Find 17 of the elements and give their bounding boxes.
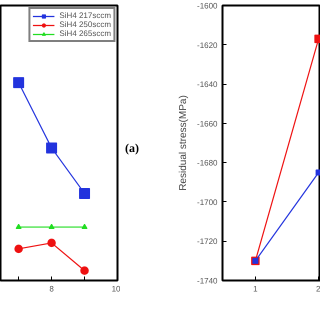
y-tick-label: -1660: [197, 119, 218, 128]
y-tick-label: -1620: [197, 40, 218, 50]
x-tick-label: 10: [112, 284, 122, 294]
y-axis-title: Residual stress(MPa): [178, 95, 190, 191]
x-tick-label: 2: [316, 284, 320, 294]
x-tick-label: 1: [253, 284, 258, 294]
y-tick-label: -1720: [197, 237, 218, 246]
y-tick-label: -1600: [197, 2, 218, 10]
legend-label: SiH4 217sccm: [59, 11, 111, 20]
legend-label: SiH4 250sccm: [59, 20, 111, 29]
y-tick-label: -1700: [197, 198, 218, 207]
x-tick-label: 8: [49, 284, 54, 294]
y-tick-label: -1680: [197, 158, 218, 168]
y-tick-label: -1740: [197, 276, 218, 286]
legend-label: SiH4 265sccm: [59, 29, 111, 38]
y-tick-label: -1640: [197, 80, 218, 90]
text: (a): [125, 140, 139, 157]
